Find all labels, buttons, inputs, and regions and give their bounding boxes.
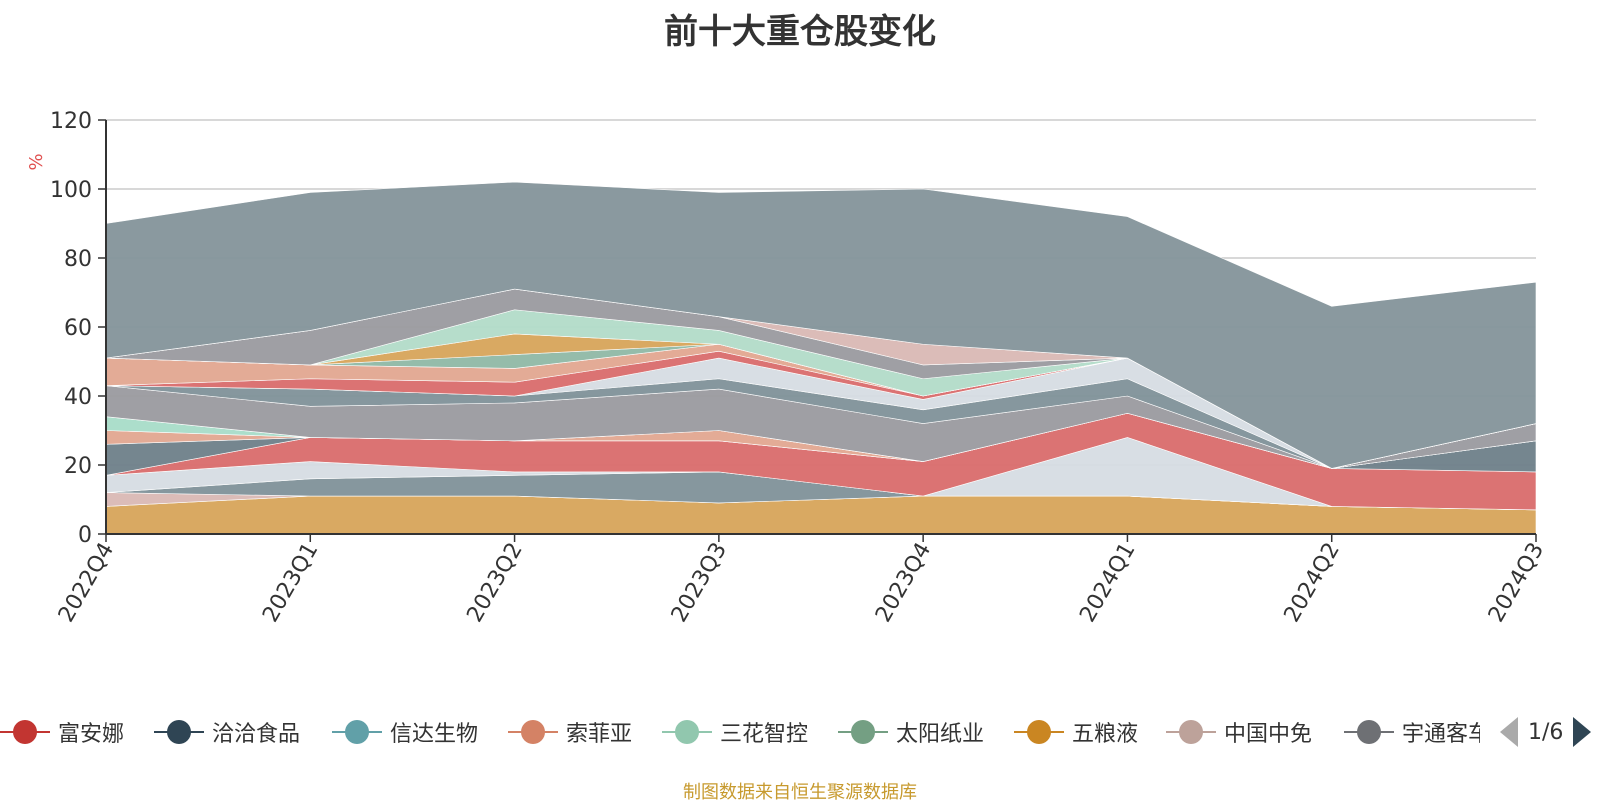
legend-next-page-button[interactable] [1573, 717, 1592, 747]
legend-marker-icon [0, 712, 50, 752]
legend-marker-icon [508, 712, 558, 752]
y-axis-label: % [26, 153, 47, 170]
area-series [105, 181, 1537, 469]
legend-label: 信达生物 [390, 722, 479, 747]
y-tick-label: 100 [50, 178, 92, 203]
legend-item[interactable]: 洽洽食品 [154, 712, 300, 752]
legend-label: 太阳纸业 [896, 722, 985, 747]
legend-item[interactable]: 中国中免 [1166, 712, 1312, 752]
legend-label: 三花智控 [720, 722, 809, 747]
legend-marker-icon [838, 712, 888, 752]
x-tick-label: 2024Q1 [1075, 539, 1140, 627]
x-tick-label: 2022Q4 [54, 539, 119, 627]
legend-marker-icon [1014, 712, 1064, 752]
legend-marker-icon [662, 712, 712, 752]
legend-items: 富安娜 洽洽食品 信达生物 索菲亚 三花智控 太阳纸业 五粮液 中国中免 宇通客车 [0, 712, 1480, 752]
legend-label: 富安娜 [58, 722, 125, 747]
legend-item[interactable]: 宇通客车 [1344, 712, 1480, 752]
legend-marker-icon [154, 712, 204, 752]
legend-marker-icon [1166, 712, 1216, 752]
x-tick-label: 2024Q3 [1484, 539, 1549, 627]
x-tick-label: 2023Q3 [667, 539, 732, 627]
legend-item[interactable]: 五粮液 [1014, 712, 1138, 752]
legend-item[interactable]: 富安娜 [0, 712, 124, 752]
legend-label: 五粮液 [1072, 722, 1139, 747]
legend-item[interactable]: 索菲亚 [508, 712, 632, 752]
legend-label: 宇通客车 [1402, 722, 1480, 747]
x-tick-label: 2024Q2 [1280, 539, 1345, 627]
legend-item[interactable]: 三花智控 [662, 712, 808, 752]
legend-prev-page-button[interactable] [1500, 717, 1518, 747]
y-tick-label: 120 [50, 109, 92, 134]
legend-marker-icon [1344, 712, 1394, 752]
y-tick-label: 60 [64, 316, 92, 341]
x-tick-label: 2023Q1 [258, 539, 323, 627]
legend-label: 中国中免 [1224, 722, 1313, 747]
legend-label: 洽洽食品 [212, 722, 301, 747]
legend: 富安娜 洽洽食品 信达生物 索菲亚 三花智控 太阳纸业 五粮液 中国中免 宇通客车 [0, 712, 1600, 752]
legend-item[interactable]: 太阳纸业 [838, 712, 984, 752]
y-tick-label: 20 [64, 454, 92, 479]
legend-page-indicator: 1/6 [1528, 719, 1564, 745]
chart-title: 前十大重仓股变化 [664, 12, 936, 52]
legend-label: 索菲亚 [566, 722, 633, 747]
y-tick-label: 80 [64, 247, 92, 272]
area-series-group [105, 181, 1537, 535]
x-tick-label: 2023Q2 [462, 539, 527, 627]
legend-pager: 1/6 [1500, 712, 1600, 752]
source-note: 制图数据来自恒生聚源数据库 [683, 782, 917, 803]
y-tick-label: 0 [78, 523, 92, 548]
legend-item[interactable]: 信达生物 [332, 712, 478, 752]
y-tick-label: 40 [64, 385, 92, 410]
legend-marker-icon [332, 712, 382, 752]
x-tick-label: 2023Q4 [871, 539, 936, 627]
